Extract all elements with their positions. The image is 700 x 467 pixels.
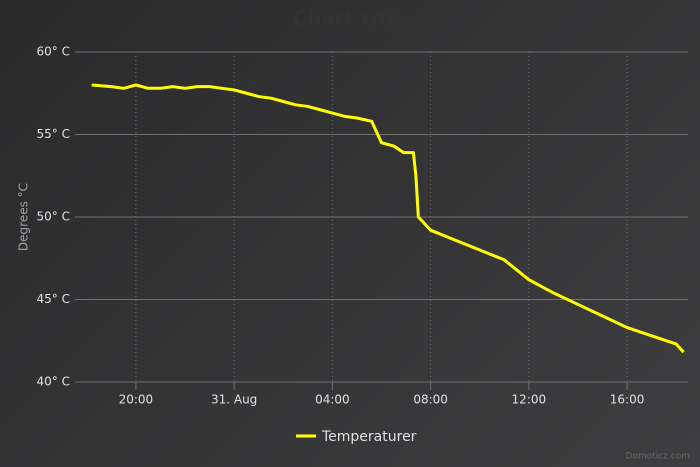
chart-title: Chart title bbox=[292, 7, 407, 31]
y-tick-label: 55° C bbox=[37, 127, 70, 141]
x-tick-label: 12:00 bbox=[512, 393, 547, 407]
y-tick-label: 50° C bbox=[37, 210, 70, 224]
line bbox=[91, 83, 685, 354]
credit: Domoticz.com bbox=[626, 452, 691, 462]
x-tick-label: 31. Aug bbox=[211, 393, 257, 407]
y-tick-label: 60° C bbox=[37, 45, 70, 59]
y-tick-label: 40° C bbox=[37, 375, 70, 389]
x-tick-label: 20:00 bbox=[119, 393, 154, 407]
x-tick-label: 04:00 bbox=[315, 393, 350, 407]
x-tick-label: 08:00 bbox=[413, 393, 448, 407]
y-axis-label: Degrees °C bbox=[17, 183, 31, 251]
y-tick-label: 45° C bbox=[37, 292, 70, 306]
x-tick-label: 16:00 bbox=[610, 393, 645, 407]
legend-label: Temperaturer bbox=[321, 429, 417, 445]
